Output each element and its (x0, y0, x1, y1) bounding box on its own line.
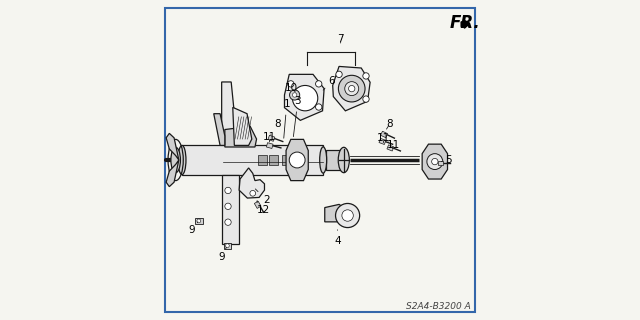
Ellipse shape (320, 147, 326, 173)
Circle shape (316, 104, 322, 110)
Circle shape (287, 81, 294, 87)
Circle shape (225, 187, 231, 194)
Ellipse shape (339, 147, 349, 173)
Ellipse shape (171, 147, 180, 173)
Circle shape (335, 204, 360, 228)
Circle shape (342, 210, 353, 221)
Polygon shape (225, 126, 257, 147)
Bar (282, 155, 291, 165)
Text: 7: 7 (337, 35, 344, 44)
Circle shape (289, 90, 300, 100)
Text: 6: 6 (323, 76, 335, 90)
Text: 8: 8 (387, 119, 393, 129)
Circle shape (345, 82, 358, 96)
Circle shape (427, 154, 443, 170)
Circle shape (316, 81, 322, 87)
Circle shape (431, 158, 438, 165)
Polygon shape (166, 160, 179, 187)
Text: 3: 3 (293, 96, 301, 137)
Polygon shape (286, 140, 308, 180)
Bar (269, 155, 278, 165)
Ellipse shape (178, 145, 186, 175)
Text: 2: 2 (255, 189, 269, 205)
Text: 11: 11 (262, 132, 276, 142)
Text: 1: 1 (284, 100, 290, 138)
Circle shape (225, 203, 231, 210)
Circle shape (336, 71, 342, 77)
Circle shape (339, 75, 365, 102)
Text: 11: 11 (387, 140, 399, 150)
Polygon shape (333, 67, 370, 111)
Bar (254, 201, 261, 208)
Polygon shape (214, 114, 225, 145)
Text: 9: 9 (218, 247, 227, 262)
Polygon shape (422, 144, 447, 179)
Text: FR.: FR. (450, 14, 481, 32)
Text: 12: 12 (257, 202, 270, 215)
Circle shape (250, 190, 255, 196)
Text: 4: 4 (334, 230, 340, 246)
Circle shape (363, 96, 369, 102)
Text: S2A4-B3200 A: S2A4-B3200 A (406, 302, 470, 311)
Bar (266, 143, 273, 148)
Bar (326, 150, 344, 170)
Bar (379, 138, 386, 145)
Bar (195, 218, 203, 224)
Circle shape (349, 85, 355, 92)
Circle shape (225, 244, 229, 248)
Polygon shape (221, 82, 234, 145)
Polygon shape (324, 204, 347, 222)
Text: 5: 5 (441, 155, 452, 165)
Polygon shape (284, 74, 324, 120)
Circle shape (292, 93, 297, 97)
Bar (387, 145, 394, 151)
Bar (438, 161, 444, 165)
Text: 10: 10 (285, 83, 298, 93)
Polygon shape (166, 133, 179, 160)
FancyArrow shape (461, 20, 469, 28)
Circle shape (363, 73, 369, 79)
Circle shape (225, 219, 231, 225)
Text: 8: 8 (271, 119, 280, 135)
Bar (268, 135, 275, 141)
Text: 9: 9 (189, 222, 198, 236)
Circle shape (197, 219, 201, 223)
Circle shape (292, 85, 318, 111)
Polygon shape (239, 168, 264, 198)
Bar (182, 145, 323, 175)
Bar (258, 155, 267, 165)
Polygon shape (221, 175, 239, 244)
Bar (381, 131, 388, 138)
Text: 11: 11 (377, 133, 390, 143)
Polygon shape (233, 107, 252, 145)
Bar (223, 243, 231, 249)
Bar (294, 155, 303, 165)
Circle shape (289, 152, 305, 168)
